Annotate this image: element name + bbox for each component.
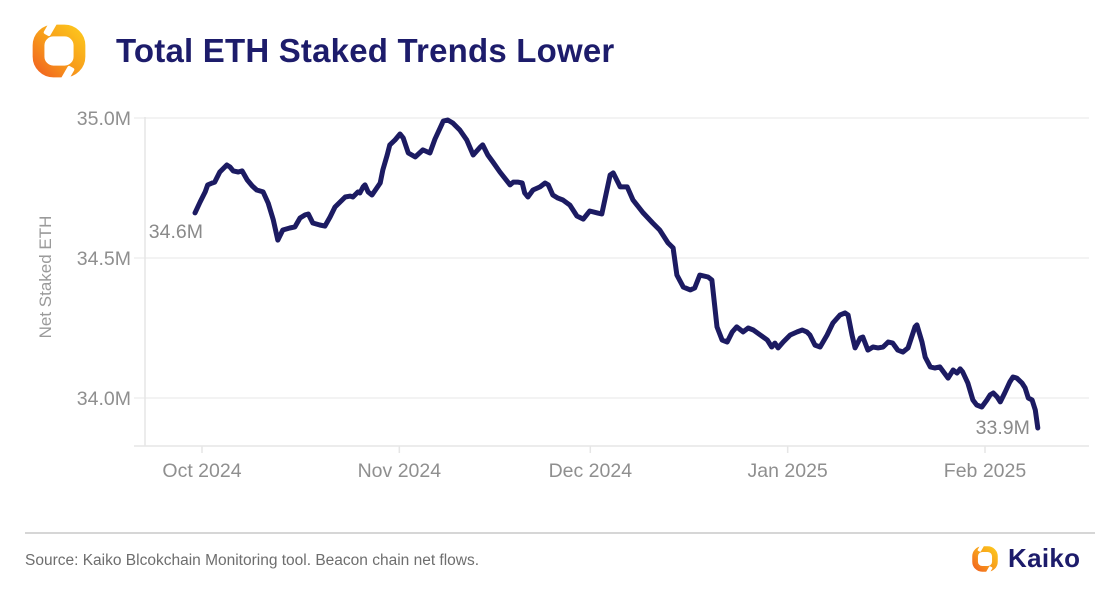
- x-tick-label: Jan 2025: [748, 460, 828, 482]
- x-tick-label: Oct 2024: [162, 460, 241, 482]
- value-annotation: 33.9M: [976, 417, 1030, 439]
- header: Total ETH Staked Trends Lower: [28, 20, 614, 82]
- y-axis-title: Net Staked ETH: [36, 216, 55, 339]
- y-tick-label: 35.0M: [77, 108, 131, 130]
- page-title: Total ETH Staked Trends Lower: [116, 32, 615, 69]
- net-staked-eth-line: [192, 117, 1041, 431]
- x-tick-label: Nov 2024: [358, 460, 442, 482]
- x-tick-label: Feb 2025: [944, 460, 1027, 482]
- kaiko-mark-icon: [28, 20, 90, 82]
- footer-divider: [25, 532, 1095, 534]
- source-note: Source: Kaiko Blcokchain Monitoring tool…: [25, 552, 480, 569]
- brand-wordmark: Kaiko: [1008, 543, 1081, 573]
- y-tick-label: 34.5M: [77, 248, 131, 270]
- value-annotation: 34.6M: [149, 221, 203, 243]
- kaiko-mark-icon: [970, 544, 1000, 574]
- y-tick-label: 34.0M: [77, 388, 131, 410]
- footer-brand: Kaiko: [970, 543, 1080, 574]
- x-tick-label: Dec 2024: [549, 460, 633, 482]
